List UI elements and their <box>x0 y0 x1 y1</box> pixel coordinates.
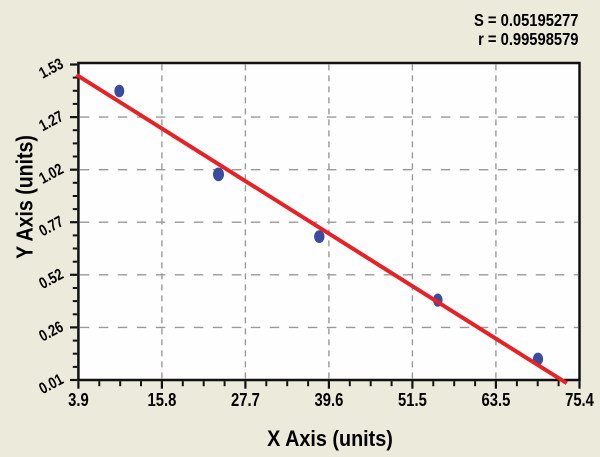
svg-text:15.8: 15.8 <box>147 389 176 410</box>
svg-text:S = 0.05195277: S = 0.05195277 <box>474 11 579 31</box>
svg-text:X Axis (units): X Axis (units) <box>267 427 393 451</box>
svg-text:39.6: 39.6 <box>314 389 343 410</box>
svg-text:51.5: 51.5 <box>398 389 427 410</box>
svg-text:3.9: 3.9 <box>68 389 89 410</box>
svg-text:r = 0.99598579: r = 0.99598579 <box>478 30 578 50</box>
svg-text:75.4: 75.4 <box>565 389 594 410</box>
svg-text:Y Axis (units): Y Axis (units) <box>12 135 38 259</box>
svg-text:63.5: 63.5 <box>481 389 510 410</box>
svg-text:27.7: 27.7 <box>231 389 260 410</box>
